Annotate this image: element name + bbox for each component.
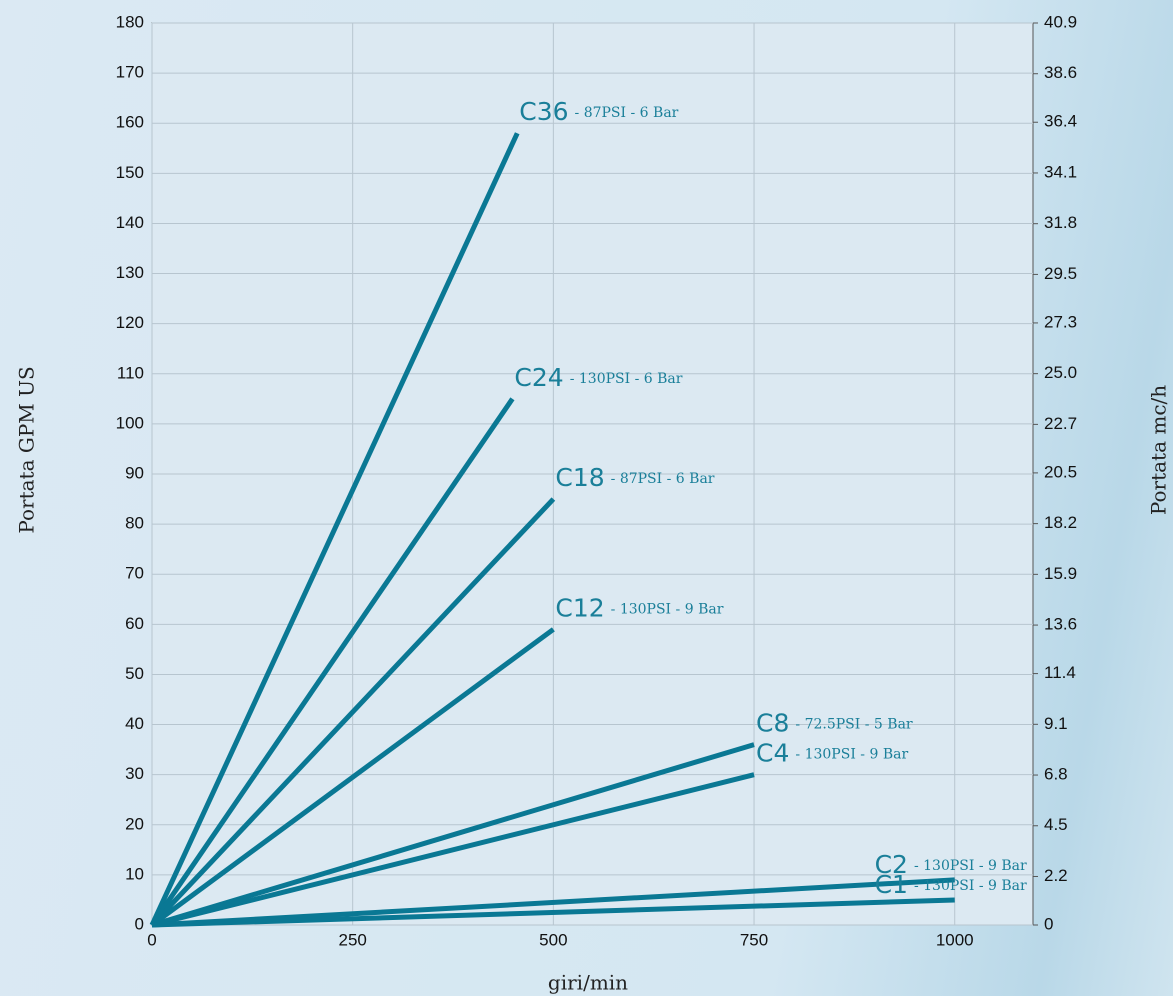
y-tick-label: 110 xyxy=(117,363,144,382)
y2-tick-label: 34.1 xyxy=(1044,162,1077,181)
series-name: C18 xyxy=(555,463,604,492)
series-note: - 130PSI - 9 Bar xyxy=(795,747,908,763)
series-label: C8 - 72.5PSI - 5 Bar xyxy=(756,709,913,738)
y2-tick-label: 36.4 xyxy=(1044,112,1077,131)
y2-tick-label: 4.5 xyxy=(1044,815,1068,834)
y2-tick-label: 0 xyxy=(1044,914,1053,933)
series-note: - 130PSI - 6 Bar xyxy=(570,371,683,387)
y2-tick-label: 29.5 xyxy=(1044,264,1077,283)
y-tick-label: 120 xyxy=(116,313,144,332)
series-line xyxy=(150,497,556,927)
y2-tick-label: 40.9 xyxy=(1044,12,1077,31)
y2-tick-label: 2.2 xyxy=(1044,866,1068,885)
series-note: - 87PSI - 6 Bar xyxy=(611,471,715,487)
series-label: C1 - 130PSI - 9 Bar xyxy=(875,870,1027,899)
series-line xyxy=(150,627,555,928)
x-tick-label: 0 xyxy=(147,930,156,949)
y-tick-label: 40 xyxy=(125,714,144,733)
y-tick-label: 80 xyxy=(125,514,144,533)
y-tick-label: 170 xyxy=(116,63,144,82)
series-name: C1 xyxy=(875,870,908,899)
y-tick-label: 10 xyxy=(125,864,144,883)
series-note: - 87PSI - 6 Bar xyxy=(575,105,679,121)
y2-tick-label: 9.1 xyxy=(1044,714,1068,733)
series-note: - 130PSI - 9 Bar xyxy=(611,601,724,617)
series-label: C24 - 130PSI - 6 Bar xyxy=(514,363,682,392)
y2-tick-label: 20.5 xyxy=(1044,462,1077,481)
series-label: C12 - 130PSI - 9 Bar xyxy=(555,593,723,622)
series-name: C8 xyxy=(756,709,789,738)
y2-tick-label: 31.8 xyxy=(1044,213,1077,232)
y2-tick-label: 22.7 xyxy=(1044,414,1077,433)
series-label: C4 - 130PSI - 9 Bar xyxy=(756,739,908,768)
series-line xyxy=(151,877,955,928)
series-line xyxy=(151,897,955,928)
x-tick-label: 500 xyxy=(539,930,567,949)
y2-tick-label: 15.9 xyxy=(1044,564,1077,583)
x-tick-label: 250 xyxy=(338,930,366,949)
x-tick-label: 1000 xyxy=(936,930,974,949)
y-tick-label: 180 xyxy=(116,12,144,31)
series-note: - 130PSI - 9 Bar xyxy=(914,858,1027,874)
series-label: C18 - 87PSI - 6 Bar xyxy=(555,463,714,492)
y2-tick-label: 13.6 xyxy=(1044,615,1077,634)
y2-tick-label: 18.2 xyxy=(1044,513,1077,532)
y-axis-label: Portata GPM US xyxy=(15,366,39,533)
series-label: C36 - 87PSI - 6 Bar xyxy=(519,97,678,126)
series-note: - 130PSI - 9 Bar xyxy=(914,878,1027,894)
y-tick-label: 0 xyxy=(135,914,144,933)
y-tick-label: 90 xyxy=(125,463,144,482)
series-line xyxy=(149,397,515,927)
y-tick-label: 30 xyxy=(125,764,144,783)
y-tick-label: 160 xyxy=(116,113,144,132)
x-axis-label: giri/min xyxy=(548,971,628,995)
y2-axis-label: Portata mc/h xyxy=(1147,385,1171,515)
series-name: C4 xyxy=(756,739,789,768)
series-label: C2 - 130PSI - 9 Bar xyxy=(875,850,1027,879)
y2-tick-label: 6.8 xyxy=(1044,765,1068,784)
y-tick-label: 130 xyxy=(116,263,144,282)
y-tick-label: 50 xyxy=(125,664,144,683)
series-line xyxy=(151,772,755,928)
y2-tick-label: 11.4 xyxy=(1044,663,1076,682)
y-tick-label: 60 xyxy=(125,614,144,633)
y-tick-label: 20 xyxy=(125,814,144,833)
x-tick-label: 750 xyxy=(740,930,768,949)
y-tick-label: 140 xyxy=(116,213,144,232)
y2-tick-label: 25.0 xyxy=(1044,363,1077,382)
series-note: - 72.5PSI - 5 Bar xyxy=(795,717,913,733)
series-line xyxy=(151,742,755,928)
series-name: C24 xyxy=(514,363,563,392)
y2-tick-label: 38.6 xyxy=(1044,63,1077,82)
y-tick-label: 100 xyxy=(116,413,144,432)
y-tick-label: 150 xyxy=(116,163,144,182)
y-tick-label: 70 xyxy=(125,564,144,583)
series-name: C36 xyxy=(519,97,568,126)
series-name: C2 xyxy=(875,850,908,879)
series-name: C12 xyxy=(555,593,604,622)
series-line xyxy=(149,132,520,927)
y2-tick-label: 27.3 xyxy=(1044,312,1077,331)
